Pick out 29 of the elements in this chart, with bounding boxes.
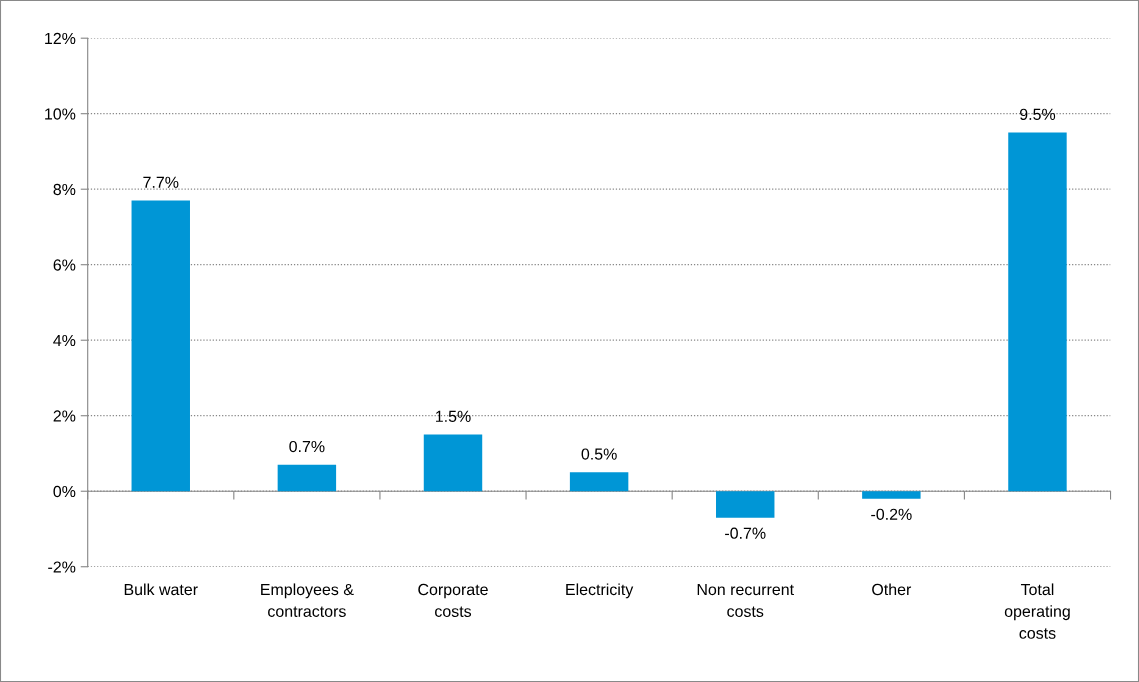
bar <box>277 464 337 492</box>
data-label: -0.2% <box>871 508 912 520</box>
bar <box>423 434 483 492</box>
bar <box>1008 132 1067 492</box>
bar <box>569 472 629 492</box>
y-tick-label: 12% <box>45 32 76 45</box>
x-tick-label: Total operating costs <box>1004 583 1070 639</box>
y-tick-label: 2% <box>53 410 76 422</box>
x-tick-label: Electricity <box>566 583 634 599</box>
bar <box>862 491 921 499</box>
bar <box>716 491 775 518</box>
x-tick-label: Corporate costs <box>418 583 488 617</box>
y-tick-label: 4% <box>53 334 76 347</box>
y-tick-label: 0% <box>53 485 76 498</box>
data-label: 0.5% <box>581 448 617 460</box>
data-label: -0.7% <box>725 527 766 539</box>
x-tick-label: Employees & contractors <box>261 583 354 617</box>
x-tick-label: Non recurrent costs <box>697 584 794 617</box>
data-label: 9.5% <box>1020 108 1056 120</box>
data-label: 1.5% <box>436 410 471 423</box>
y-tick-label: -2% <box>48 561 76 573</box>
y-tick-label: 8% <box>53 183 76 196</box>
data-label: 0.7% <box>289 440 325 453</box>
bar <box>131 200 190 492</box>
y-tick-label: 10% <box>45 108 76 120</box>
y-tick-label: 6% <box>53 259 76 271</box>
x-tick-label: Other <box>872 583 912 596</box>
x-tick-label: Bulk water <box>124 583 198 596</box>
data-label: 7.7% <box>143 176 179 188</box>
